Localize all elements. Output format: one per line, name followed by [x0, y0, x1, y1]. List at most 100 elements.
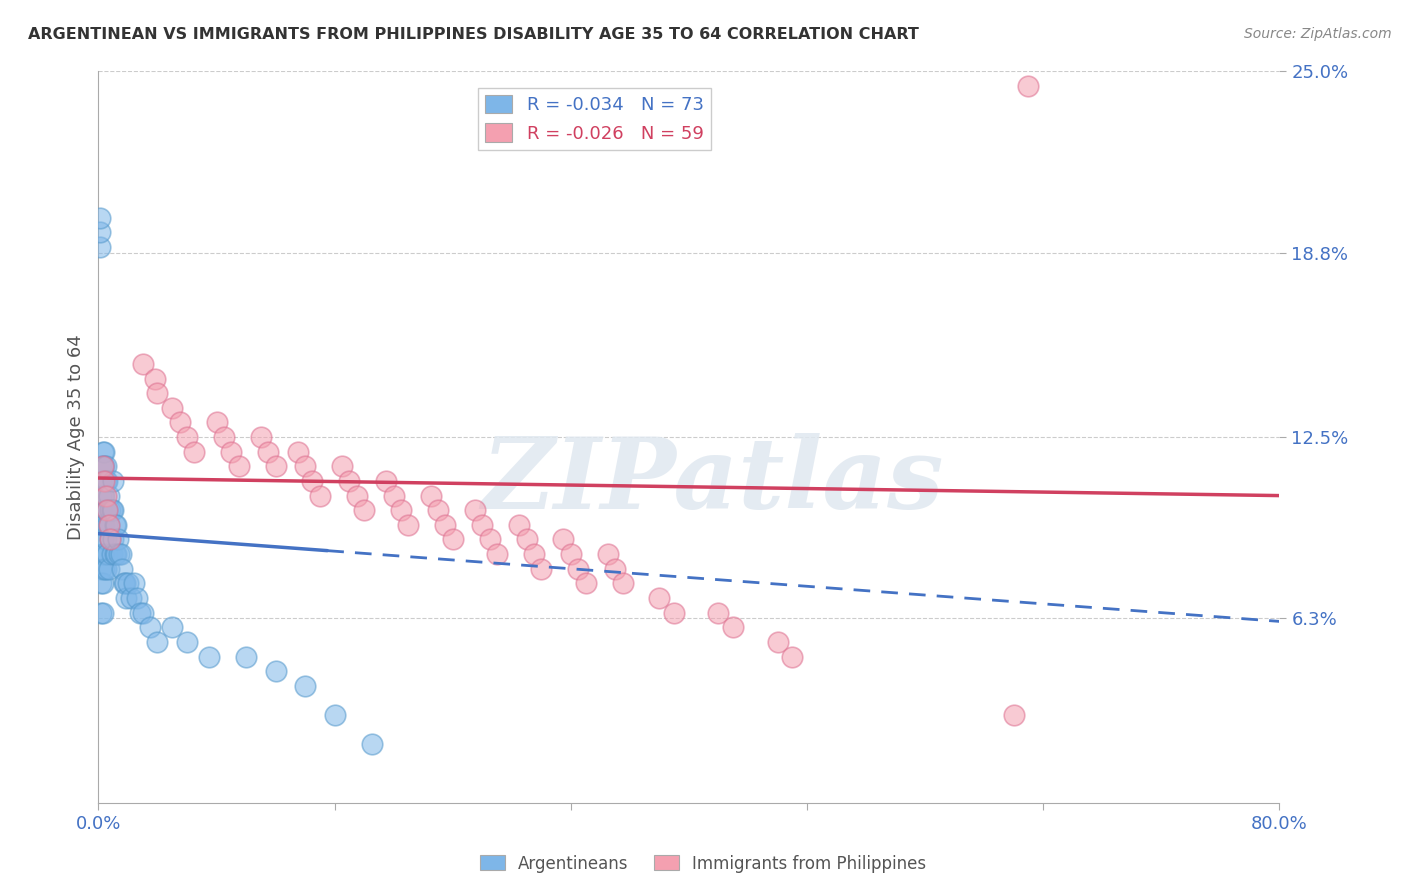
- Point: [766, 635, 789, 649]
- Point: [89, 240, 111, 254]
- Point: [90, 459, 112, 474]
- Point: [90, 517, 112, 532]
- Point: [112, 576, 135, 591]
- Point: [146, 386, 169, 401]
- Point: [162, 401, 183, 415]
- Point: [294, 459, 316, 474]
- Point: [427, 503, 450, 517]
- Point: [90, 474, 112, 488]
- Point: [103, 474, 125, 488]
- Point: [782, 649, 804, 664]
- Point: [523, 547, 546, 561]
- Point: [93, 562, 115, 576]
- Point: [120, 591, 142, 605]
- Point: [346, 489, 368, 503]
- Point: [94, 562, 117, 576]
- Point: [664, 606, 686, 620]
- Point: [464, 503, 486, 517]
- Point: [90, 503, 112, 517]
- Point: [508, 517, 530, 532]
- Point: [553, 533, 575, 547]
- Point: [110, 547, 132, 561]
- Point: [264, 459, 287, 474]
- Point: [389, 503, 412, 517]
- Point: [1002, 708, 1025, 723]
- Point: [103, 533, 125, 547]
- Point: [139, 620, 162, 634]
- Point: [94, 503, 117, 517]
- Point: [91, 459, 114, 474]
- Point: [530, 562, 553, 576]
- Point: [96, 474, 118, 488]
- Point: [560, 547, 582, 561]
- Point: [97, 562, 120, 576]
- Point: [375, 474, 398, 488]
- Point: [91, 517, 114, 532]
- Point: [707, 606, 730, 620]
- Point: [91, 606, 114, 620]
- Point: [122, 576, 145, 591]
- Text: Source: ZipAtlas.com: Source: ZipAtlas.com: [1244, 27, 1392, 41]
- Point: [89, 225, 111, 239]
- Point: [250, 430, 273, 444]
- Point: [114, 576, 136, 591]
- Point: [309, 489, 332, 503]
- Point: [96, 547, 118, 561]
- Point: [132, 357, 155, 371]
- Point: [169, 416, 191, 430]
- Point: [360, 737, 382, 751]
- Point: [90, 606, 112, 620]
- Point: [105, 547, 128, 561]
- Point: [91, 489, 114, 503]
- Point: [176, 635, 198, 649]
- Legend: Argentineans, Immigrants from Philippines: Argentineans, Immigrants from Philippine…: [474, 848, 932, 880]
- Point: [96, 517, 118, 532]
- Point: [90, 547, 112, 561]
- Point: [574, 576, 596, 591]
- Point: [143, 371, 166, 385]
- Legend: R = -0.034   N = 73, R = -0.026   N = 59: R = -0.034 N = 73, R = -0.026 N = 59: [478, 87, 711, 150]
- Point: [104, 517, 127, 532]
- Point: [1017, 78, 1039, 93]
- Point: [183, 444, 205, 458]
- Point: [105, 517, 128, 532]
- Point: [205, 416, 228, 430]
- Point: [567, 562, 589, 576]
- Point: [301, 474, 323, 488]
- Point: [94, 533, 117, 547]
- Point: [117, 576, 139, 591]
- Point: [648, 591, 671, 605]
- Point: [91, 547, 114, 561]
- Point: [93, 444, 115, 458]
- Point: [162, 620, 183, 634]
- Point: [396, 517, 419, 532]
- Point: [108, 547, 131, 561]
- Point: [212, 430, 235, 444]
- Point: [89, 211, 111, 225]
- Point: [434, 517, 457, 532]
- Point: [219, 444, 242, 458]
- Point: [96, 503, 118, 517]
- Point: [596, 547, 619, 561]
- Point: [90, 562, 112, 576]
- Point: [100, 503, 122, 517]
- Point: [111, 562, 134, 576]
- Point: [96, 503, 118, 517]
- Point: [104, 547, 127, 561]
- Point: [97, 517, 120, 532]
- Point: [98, 533, 121, 547]
- Point: [235, 649, 257, 664]
- Point: [125, 591, 148, 605]
- Point: [94, 474, 117, 488]
- Point: [612, 576, 634, 591]
- Point: [94, 489, 117, 503]
- Point: [257, 444, 280, 458]
- Point: [132, 606, 155, 620]
- Point: [264, 664, 287, 678]
- Point: [353, 503, 375, 517]
- Point: [128, 606, 150, 620]
- Point: [486, 547, 509, 561]
- Point: [107, 533, 129, 547]
- Point: [146, 635, 169, 649]
- Point: [90, 489, 112, 503]
